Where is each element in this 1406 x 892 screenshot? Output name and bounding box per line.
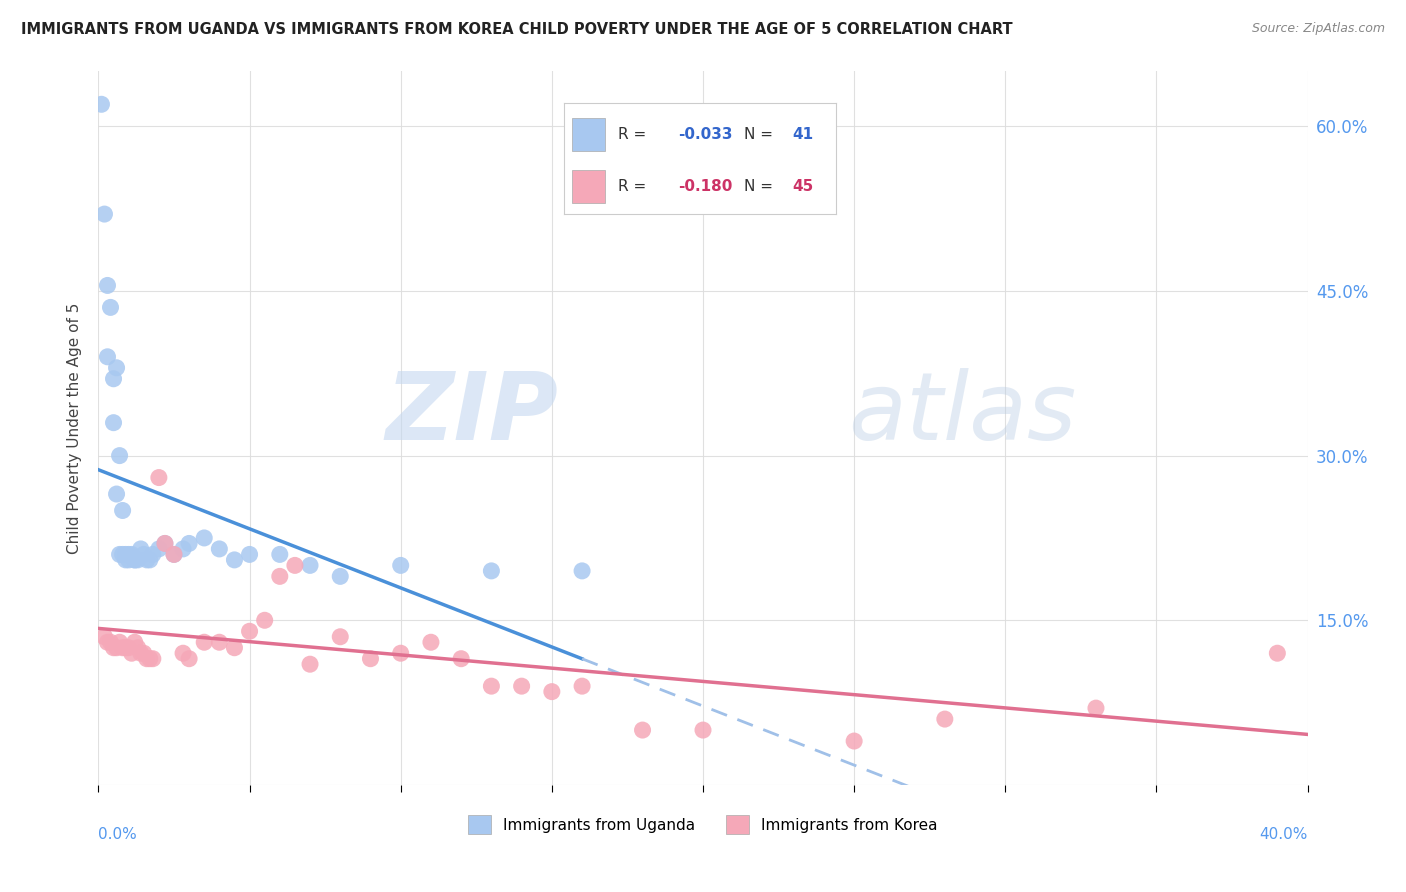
Point: [239, 624, 262, 639]
Point: [111, 640, 134, 655]
Point: [179, 651, 201, 665]
Point: [253, 613, 276, 627]
Point: [118, 640, 141, 655]
Point: [269, 548, 291, 562]
Point: [96, 350, 118, 364]
Point: [1085, 701, 1108, 715]
Point: [284, 558, 307, 573]
Point: [132, 548, 155, 562]
Text: atlas: atlas: [848, 368, 1077, 459]
Point: [692, 723, 714, 737]
Point: [105, 360, 128, 375]
Point: [114, 548, 136, 562]
Point: [450, 651, 472, 665]
Point: [193, 635, 215, 649]
Text: 0.0%: 0.0%: [98, 827, 138, 842]
Point: [934, 712, 956, 726]
Point: [142, 548, 165, 562]
Point: [108, 449, 131, 463]
Point: [329, 569, 352, 583]
Point: [148, 541, 170, 556]
Point: [153, 536, 176, 550]
Y-axis label: Child Poverty Under the Age of 5: Child Poverty Under the Age of 5: [67, 302, 83, 554]
Point: [114, 640, 136, 655]
Point: [108, 548, 131, 562]
Point: [224, 553, 246, 567]
Point: [172, 646, 194, 660]
Text: 40.0%: 40.0%: [1260, 827, 1308, 842]
Point: [100, 635, 122, 649]
Point: [172, 541, 194, 556]
Point: [103, 640, 125, 655]
Point: [239, 548, 262, 562]
Point: [299, 657, 322, 672]
Point: [481, 679, 503, 693]
Point: [135, 651, 157, 665]
Point: [114, 553, 136, 567]
Point: [135, 553, 157, 567]
Point: [179, 536, 201, 550]
Point: [571, 679, 593, 693]
Point: [127, 640, 149, 655]
Point: [163, 548, 186, 562]
Point: [93, 207, 115, 221]
Point: [510, 679, 533, 693]
Point: [124, 553, 146, 567]
Point: [118, 553, 141, 567]
Point: [139, 651, 162, 665]
Point: [90, 97, 112, 112]
Point: [103, 372, 125, 386]
Point: [420, 635, 443, 649]
Point: [329, 630, 352, 644]
Point: [124, 553, 146, 567]
Point: [1267, 646, 1289, 660]
Point: [108, 635, 131, 649]
Text: Source: ZipAtlas.com: Source: ZipAtlas.com: [1251, 22, 1385, 36]
Point: [844, 734, 866, 748]
Point: [118, 548, 141, 562]
Point: [299, 558, 322, 573]
Point: [481, 564, 503, 578]
Point: [103, 416, 125, 430]
Point: [193, 531, 215, 545]
Point: [631, 723, 654, 737]
Legend: Immigrants from Uganda, Immigrants from Korea: Immigrants from Uganda, Immigrants from …: [461, 807, 945, 841]
Point: [93, 630, 115, 644]
Point: [129, 646, 152, 660]
Point: [121, 548, 143, 562]
Point: [540, 684, 562, 698]
Point: [124, 635, 146, 649]
Point: [269, 569, 291, 583]
Point: [142, 651, 165, 665]
Point: [105, 640, 128, 655]
Point: [224, 640, 246, 655]
Point: [148, 470, 170, 484]
Point: [389, 646, 412, 660]
Point: [360, 651, 382, 665]
Point: [163, 548, 186, 562]
Point: [208, 635, 231, 649]
Point: [153, 536, 176, 550]
Point: [208, 541, 231, 556]
Point: [96, 278, 118, 293]
Text: IMMIGRANTS FROM UGANDA VS IMMIGRANTS FROM KOREA CHILD POVERTY UNDER THE AGE OF 5: IMMIGRANTS FROM UGANDA VS IMMIGRANTS FRO…: [21, 22, 1012, 37]
Point: [100, 301, 122, 315]
Point: [111, 503, 134, 517]
Point: [571, 564, 593, 578]
Point: [129, 541, 152, 556]
Point: [111, 548, 134, 562]
Point: [389, 558, 412, 573]
Text: ZIP: ZIP: [385, 368, 558, 460]
Point: [121, 646, 143, 660]
Point: [96, 635, 118, 649]
Point: [105, 487, 128, 501]
Point: [127, 553, 149, 567]
Point: [132, 646, 155, 660]
Point: [139, 553, 162, 567]
